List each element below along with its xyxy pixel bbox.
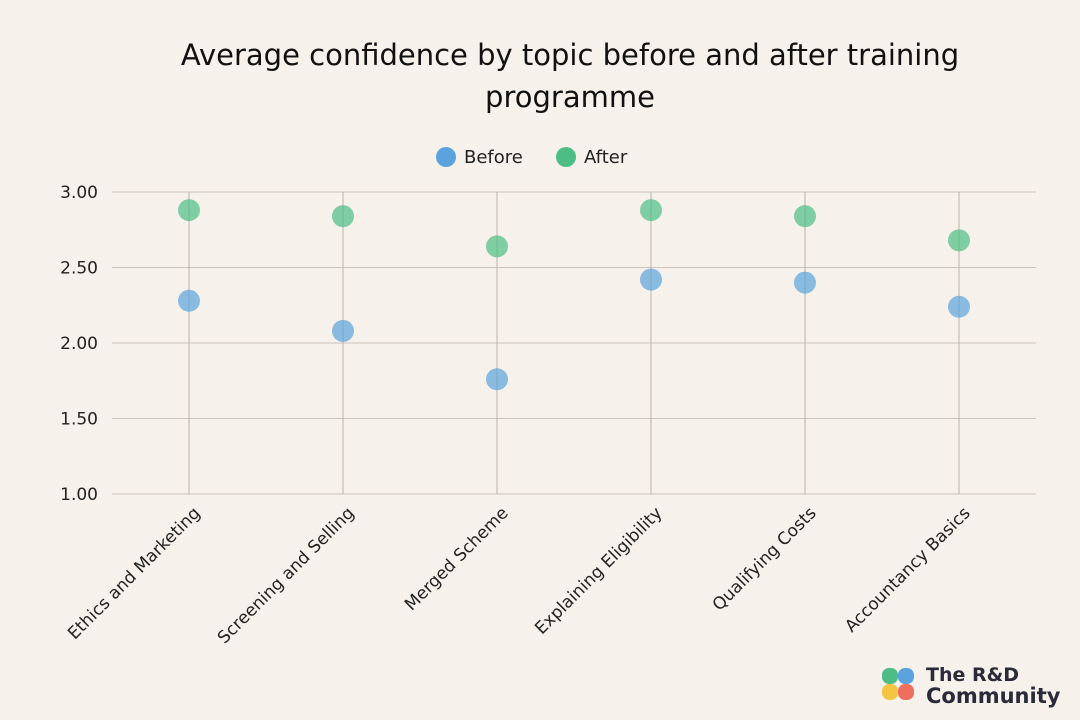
data-point-before	[178, 289, 200, 312]
logo-text-line2: Community	[926, 684, 1061, 708]
legend: Before After	[436, 147, 628, 168]
data-points	[178, 199, 970, 391]
data-point-after	[640, 199, 662, 222]
chart-title: Average confidence by topic before and a…	[180, 38, 960, 114]
x-tick-label: Explaining Eligibility	[531, 503, 666, 638]
legend-label: Before	[464, 147, 523, 168]
logo-mark-icon	[882, 668, 914, 700]
x-tick-label: Accountancy Basics	[841, 503, 974, 636]
data-point-after	[486, 235, 508, 258]
x-axis-ticks: Ethics and Marketing Screening and Sellin…	[64, 503, 975, 648]
data-point-before	[794, 271, 816, 294]
data-point-after	[332, 205, 354, 228]
legend-marker-before-icon	[436, 147, 456, 167]
legend-label: After	[584, 147, 628, 168]
gridlines	[112, 191, 1036, 495]
y-tick-label: 2.50	[60, 259, 98, 279]
y-tick-label: 1.50	[60, 410, 98, 430]
data-point-before	[332, 319, 354, 342]
x-tick-label: Qualifying Costs	[709, 503, 821, 615]
data-point-before	[486, 368, 508, 391]
x-tick-label: Merged Scheme	[401, 503, 512, 614]
x-tick-label: Ethics and Marketing	[64, 503, 204, 643]
y-tick-label: 3.00	[60, 183, 98, 203]
brand-logo: The R&D Community	[880, 664, 1070, 708]
logo-text-line1: The R&D	[926, 664, 1019, 686]
x-tick-label: Screening and Selling	[214, 503, 359, 648]
y-tick-label: 2.00	[60, 334, 98, 354]
data-point-after	[794, 205, 816, 228]
data-point-before	[640, 268, 662, 291]
data-point-after	[948, 229, 970, 252]
y-tick-label: 1.00	[60, 485, 98, 505]
data-point-after	[178, 199, 200, 222]
data-point-before	[948, 295, 970, 318]
legend-marker-after-icon	[556, 147, 576, 167]
y-axis-ticks: 1.00 1.50 2.00 2.50 3.00	[60, 183, 98, 505]
